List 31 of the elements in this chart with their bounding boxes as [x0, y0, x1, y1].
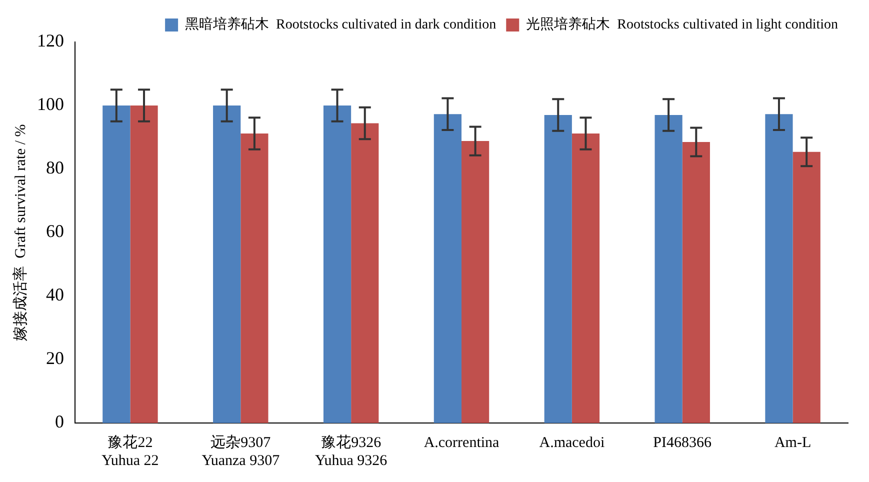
bar	[213, 106, 241, 423]
bar	[351, 123, 379, 423]
x-tick-label: Am-L	[774, 434, 812, 451]
bar	[323, 106, 352, 423]
y-tick-label: 100	[37, 94, 64, 114]
bar	[792, 152, 820, 423]
bar	[765, 114, 793, 423]
bar	[682, 142, 710, 423]
x-tick-label: 豫花22 Yuhua 22	[102, 434, 159, 469]
bar	[240, 133, 268, 423]
y-tick-label: 120	[37, 30, 64, 51]
x-tick-label: A.correntina	[424, 434, 500, 451]
x-tick-label: 远杂9307 Yuanza 9307	[202, 434, 280, 469]
y-tick-label: 0	[55, 412, 64, 432]
x-tick-label: 豫花9326 Yuhua 9326	[315, 434, 388, 469]
bar	[572, 133, 600, 423]
legend-label: 黑暗培养砧木 Rootstocks cultivated in dark condition	[185, 16, 496, 33]
bar	[130, 106, 158, 423]
y-tick-label: 60	[46, 221, 64, 242]
y-axis-title: 嫁接成活率 Graft survival rate / %	[12, 124, 29, 341]
y-tick-label: 80	[46, 158, 64, 178]
bar	[544, 115, 572, 423]
y-tick-label: 20	[46, 348, 64, 368]
legend-label: 光照培养砧木 Rootstocks cultivated in light condition	[526, 16, 838, 33]
bar	[434, 114, 462, 423]
x-tick-label: A.macedoi	[539, 434, 605, 451]
bar	[102, 106, 130, 423]
bar	[654, 115, 682, 423]
y-tick-label: 40	[46, 284, 64, 305]
bar	[462, 141, 490, 423]
x-tick-label: PI468366	[653, 434, 712, 451]
